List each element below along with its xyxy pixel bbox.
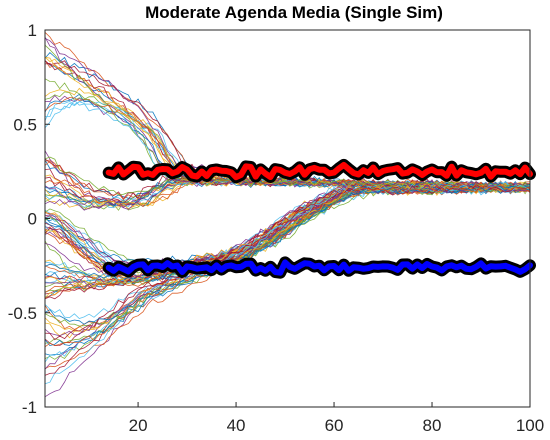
agent-line [44, 184, 531, 348]
y-tick-label: -1 [22, 398, 37, 417]
agent-line [44, 156, 531, 196]
x-tick-label: 80 [423, 416, 442, 435]
agent-line [44, 184, 531, 341]
plot-area: 20 40 60 80 100 -1 -0.5 0 0.5 1 [8, 21, 544, 435]
agent-line [44, 184, 531, 300]
agent-line [44, 184, 531, 327]
y-tick-label: 1 [28, 21, 37, 40]
ticks: 20 40 60 80 100 -1 -0.5 0 0.5 1 [8, 21, 544, 435]
chart-title: Moderate Agenda Media (Single Sim) [145, 3, 443, 22]
x-tick-label: 20 [129, 416, 148, 435]
y-tick-label: 0 [28, 210, 37, 229]
x-tick-label: 60 [325, 416, 344, 435]
x-tick-label: 100 [516, 416, 544, 435]
y-tick-label: 0.5 [13, 115, 37, 134]
y-tick-label: -0.5 [8, 304, 37, 323]
agent-line [44, 185, 531, 325]
agent-line [44, 184, 531, 337]
agent-line [44, 177, 531, 208]
media-lines [102, 158, 536, 279]
media-line [105, 259, 533, 276]
media-line [105, 161, 533, 181]
x-tick-label: 40 [227, 416, 246, 435]
